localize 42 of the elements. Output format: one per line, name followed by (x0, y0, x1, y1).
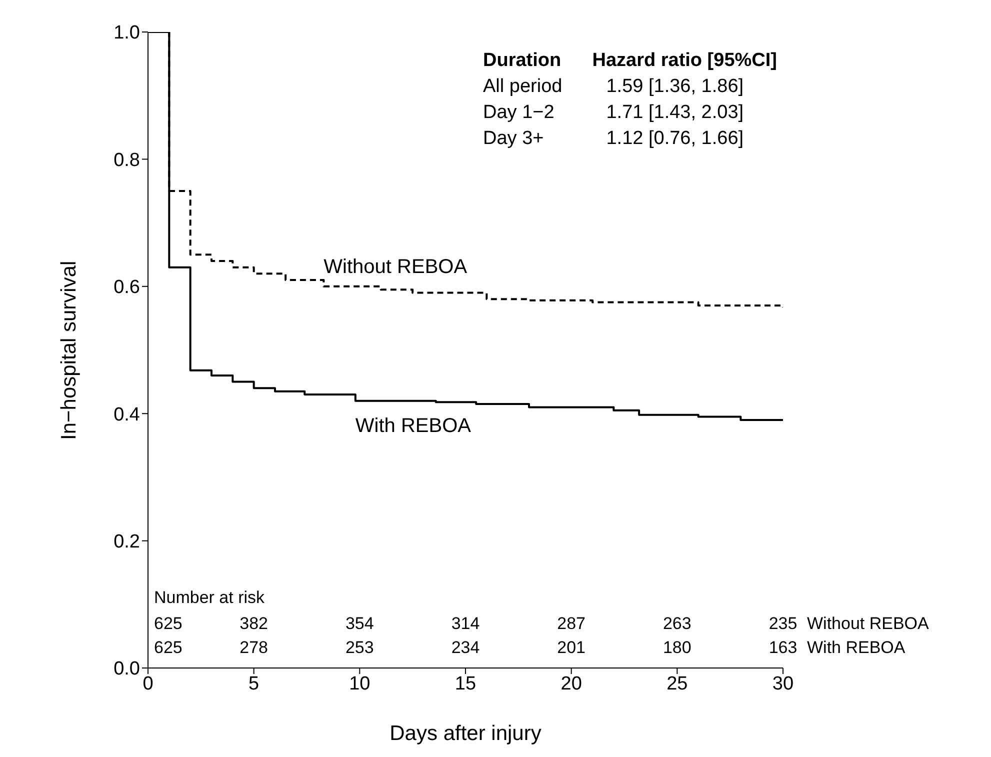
annotation: Number at risk (154, 588, 265, 608)
series-label: Without REBOA (324, 256, 468, 280)
annotation: Day 1−2 (483, 102, 556, 124)
x-tick-label: 10 (349, 673, 370, 694)
annotation: 1.12 [0.76, 1.66] (605, 128, 745, 150)
annotation: 354 (345, 614, 374, 634)
annotation: 314 (451, 614, 480, 634)
y-tick-label: 0.2 (114, 532, 140, 553)
annotation: 278 (240, 638, 268, 658)
x-tick-label: 20 (560, 673, 582, 694)
x-tick-label: 30 (772, 673, 794, 694)
y-tick-label: 0.0 (114, 658, 140, 680)
annotation: 234 (451, 638, 480, 658)
annotation: 163 (768, 638, 798, 658)
annotation: Hazard ratio [95%CI] (592, 50, 777, 72)
annotation: 287 (557, 614, 586, 634)
text: Without REBOA (807, 614, 929, 634)
y-axis-title: In−hospital survival (57, 260, 80, 440)
annotation: 382 (240, 614, 268, 634)
y-tick-label: 0.6 (114, 277, 140, 298)
x-tick-label: 25 (666, 673, 688, 694)
annotation: All period (483, 76, 562, 98)
annotation: 253 (345, 638, 374, 658)
annotation: 180 (662, 638, 692, 658)
y-tick-label: 0.4 (114, 404, 140, 426)
annotation: 1.59 [1.36, 1.86] (605, 76, 745, 98)
annotation: 201 (557, 638, 586, 658)
annotation: 625 (154, 614, 182, 634)
x-tick-label: 15 (454, 673, 476, 694)
text: With REBOA (807, 638, 906, 658)
y-tick-label: 1.0 (114, 22, 140, 44)
annotation: 625 (154, 638, 182, 658)
annotation: Duration (483, 50, 562, 72)
annotation: 1.71 [1.43, 2.03] (605, 102, 745, 124)
annotation: 235 (768, 614, 798, 634)
series-label: With REBOA (355, 414, 471, 438)
y-tick-label: 0.8 (114, 150, 140, 171)
annotation: 263 (662, 614, 692, 634)
annotation: Day 3+ (483, 128, 545, 150)
x-tick-label: 0 (142, 673, 154, 694)
x-tick-label: 5 (248, 673, 260, 694)
x-axis-title: Days after injury (390, 722, 542, 745)
